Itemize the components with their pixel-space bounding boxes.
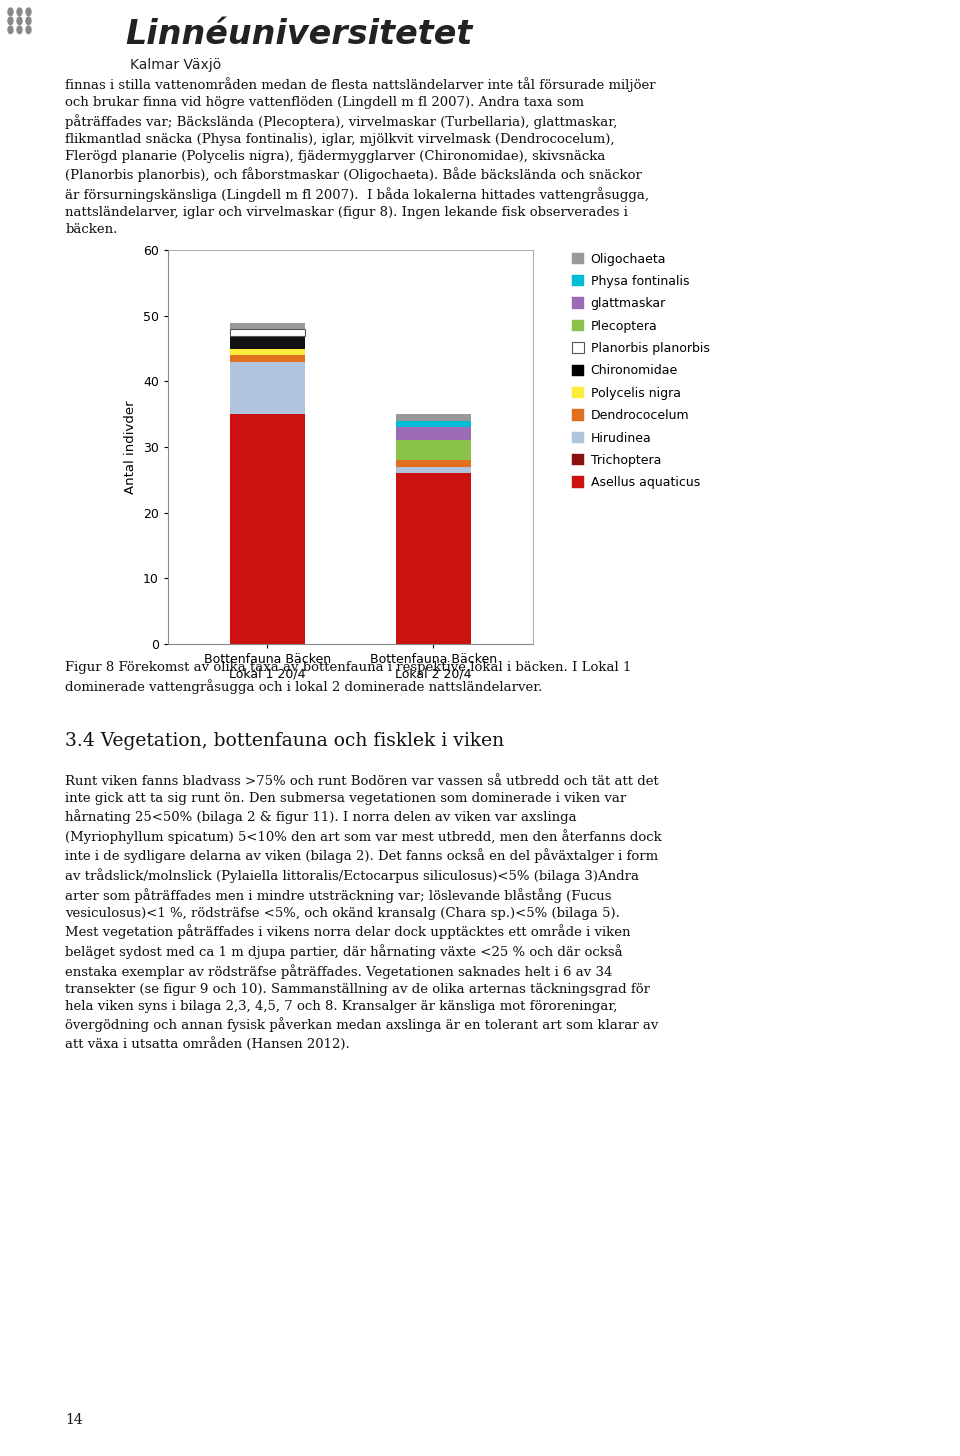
Text: Runt viken fanns bladvass >75% och runt Bodören var vassen så utbredd och tät at: Runt viken fanns bladvass >75% och runt … <box>65 775 662 1051</box>
Bar <box>396 414 470 421</box>
Bar <box>230 322 305 329</box>
Bar <box>396 466 470 473</box>
Legend: Oligochaeta, Physa fontinalis, glattmaskar, Plecoptera, Planorbis planorbis, Chi: Oligochaeta, Physa fontinalis, glattmask… <box>568 249 713 494</box>
Bar <box>230 414 305 644</box>
Text: Kalmar Växjö: Kalmar Växjö <box>130 58 221 73</box>
Bar <box>230 348 305 355</box>
Text: Linnéuniversitetet: Linnéuniversitetet <box>125 17 472 51</box>
Bar <box>396 460 470 466</box>
Bar <box>230 355 305 361</box>
Bar <box>396 440 470 460</box>
Y-axis label: Antal indivder: Antal indivder <box>125 400 137 494</box>
Bar <box>230 335 305 348</box>
Bar <box>396 421 470 427</box>
Text: Figur 8 Förekomst av olika taxa av bottenfauna i respektive lokal i bäcken. I Lo: Figur 8 Förekomst av olika taxa av botte… <box>65 661 632 693</box>
Bar <box>230 361 305 414</box>
Bar <box>230 329 305 335</box>
Text: 3.4 Vegetation, bottenfauna och fisklek i viken: 3.4 Vegetation, bottenfauna och fisklek … <box>65 732 504 750</box>
Text: 14: 14 <box>65 1412 83 1427</box>
Bar <box>396 427 470 440</box>
Text: finnas i stilla vattenområden medan de flesta nattsländelarver inte tål försurad: finnas i stilla vattenområden medan de f… <box>65 77 656 236</box>
Bar <box>396 473 470 644</box>
